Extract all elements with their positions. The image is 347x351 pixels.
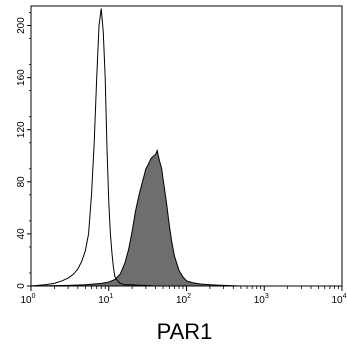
y-axis: 0 40 80 120 160 200 [16,12,31,289]
y-tick-label: 200 [16,17,27,34]
x-tick-label: 104 [331,293,346,306]
y-tick-label: 0 [16,283,27,289]
y-tick-label: 80 [16,176,27,188]
y-tick-label: 160 [16,69,27,86]
filled-histogram-series [30,148,342,287]
y-tick-label: 40 [16,228,27,240]
x-axis: 100 101 102 103 104 [20,286,347,306]
x-tick-label: 102 [176,293,191,306]
y-tick-label: 120 [16,121,27,138]
series-layer [30,8,342,287]
outline-histogram-series [30,8,342,287]
plot-frame [30,5,343,287]
x-axis-label: PAR1 [157,319,213,344]
x-tick-label: 101 [98,293,113,306]
x-tick-label: 103 [254,293,269,306]
x-tick-label: 100 [20,293,35,306]
